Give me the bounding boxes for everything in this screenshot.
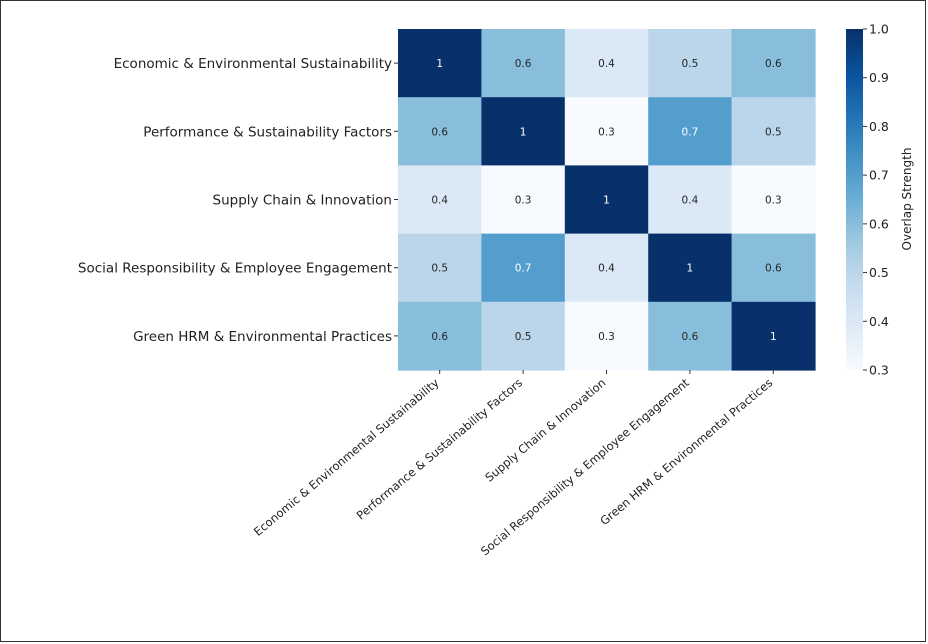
colorbar-tick-label: 0.4 <box>869 314 889 329</box>
colorbar-tick-label: 0.5 <box>869 265 889 280</box>
heatmap-cell <box>398 301 482 371</box>
cell-value-label: 1 <box>603 195 610 207</box>
heatmap-cell <box>648 97 733 166</box>
cell-value-label: 0.6 <box>431 331 448 343</box>
heatmap-cell <box>481 301 566 371</box>
heatmap-cell <box>564 29 649 98</box>
heatmap-cell <box>481 29 566 98</box>
row-tick-label: Performance & Sustainability Factors <box>143 124 392 140</box>
cell-value-label: 0.4 <box>431 195 448 207</box>
heatmap-cells: 1 0.6 0.4 0.5 0.6 0.6 1 0.3 0.7 0.5 0.4 0.3 1 0.4 0.3 0… <box>398 29 816 371</box>
cell-value-label: 0.4 <box>682 195 699 207</box>
column-tick-label: Economic & Environmental Sustainability <box>251 375 442 538</box>
cell-value-label: 1 <box>520 126 527 138</box>
cell-value-label: 0.6 <box>431 126 448 138</box>
cell-value-label: 0.4 <box>598 263 615 275</box>
cell-value-label: 0.7 <box>515 263 532 275</box>
colorbar-tick-label: 0.7 <box>869 168 889 183</box>
heatmap-cell <box>398 97 482 166</box>
heatmap-cell <box>731 97 816 166</box>
heatmap-cell <box>731 29 816 98</box>
row-tick-label: Economic & Environmental Sustainability <box>114 56 392 72</box>
heatmap-cell <box>648 165 733 235</box>
cell-value-label: 1 <box>687 263 694 275</box>
heatmap-cell <box>564 301 649 371</box>
heatmap-cell <box>481 97 566 166</box>
colorbar-gradient <box>846 29 863 370</box>
heatmap-cell <box>731 165 816 235</box>
cell-value-label: 0.5 <box>431 263 448 275</box>
heatmap-cell <box>648 29 733 98</box>
cell-value-label: 0.3 <box>598 126 615 138</box>
heatmap-cell <box>398 29 482 98</box>
heatmap-cell <box>398 165 482 235</box>
cell-value-label: 0.5 <box>682 58 699 70</box>
heatmap-cell <box>648 233 733 303</box>
cell-value-label: 1 <box>436 58 443 70</box>
cell-value-label: 0.7 <box>682 126 699 138</box>
heatmap-cell <box>481 165 566 235</box>
colorbar-tick-label: 0.9 <box>869 70 889 85</box>
heatmap-cell <box>481 233 566 303</box>
colorbar-tick-label: 0.3 <box>869 363 889 378</box>
column-tick-label: Green HRM & Environmental Practices <box>597 376 775 529</box>
heatmap-cell <box>564 97 649 166</box>
cell-value-label: 0.5 <box>765 126 782 138</box>
cell-value-label: 0.6 <box>682 331 699 343</box>
cell-value-label: 0.4 <box>598 58 615 70</box>
cell-value-label: 1 <box>770 331 777 343</box>
row-tick-label: Social Responsibility & Employee Engagem… <box>78 261 392 277</box>
colorbar-tick-label: 0.6 <box>869 216 889 231</box>
cell-value-label: 0.6 <box>515 58 532 70</box>
column-labels: Economic & Environmental SustainabilityP… <box>251 370 775 558</box>
colorbar: Overlap Strength 0.3 0.4 0.5 0.6 0.7 0.8 0.9 1.… <box>846 22 914 378</box>
row-tick-label: Supply Chain & Innovation <box>213 193 392 209</box>
heatmap-cell <box>731 301 816 371</box>
heatmap-cell <box>648 301 733 371</box>
row-labels: Economic & Environmental Sustainability P… <box>78 56 398 345</box>
cell-value-label: 0.3 <box>515 195 532 207</box>
cell-value-label: 0.6 <box>765 58 782 70</box>
row-tick-label: Green HRM & Environmental Practices <box>133 329 392 345</box>
cell-value-label: 0.3 <box>765 195 782 207</box>
heatmap-cell <box>398 233 482 303</box>
colorbar-tick-label: 0.8 <box>869 119 889 134</box>
heatmap-cell <box>731 233 816 303</box>
column-tick-label: Performance & Sustainability Factors <box>354 376 525 523</box>
cell-value-label: 0.3 <box>598 331 615 343</box>
heatmap-cell <box>564 165 649 235</box>
cell-value-label: 0.5 <box>515 331 532 343</box>
heatmap-cell <box>564 233 649 303</box>
colorbar-label: Overlap Strength <box>900 148 914 251</box>
cell-value-label: 0.6 <box>765 263 782 275</box>
colorbar-tick-label: 1.0 <box>869 22 889 37</box>
